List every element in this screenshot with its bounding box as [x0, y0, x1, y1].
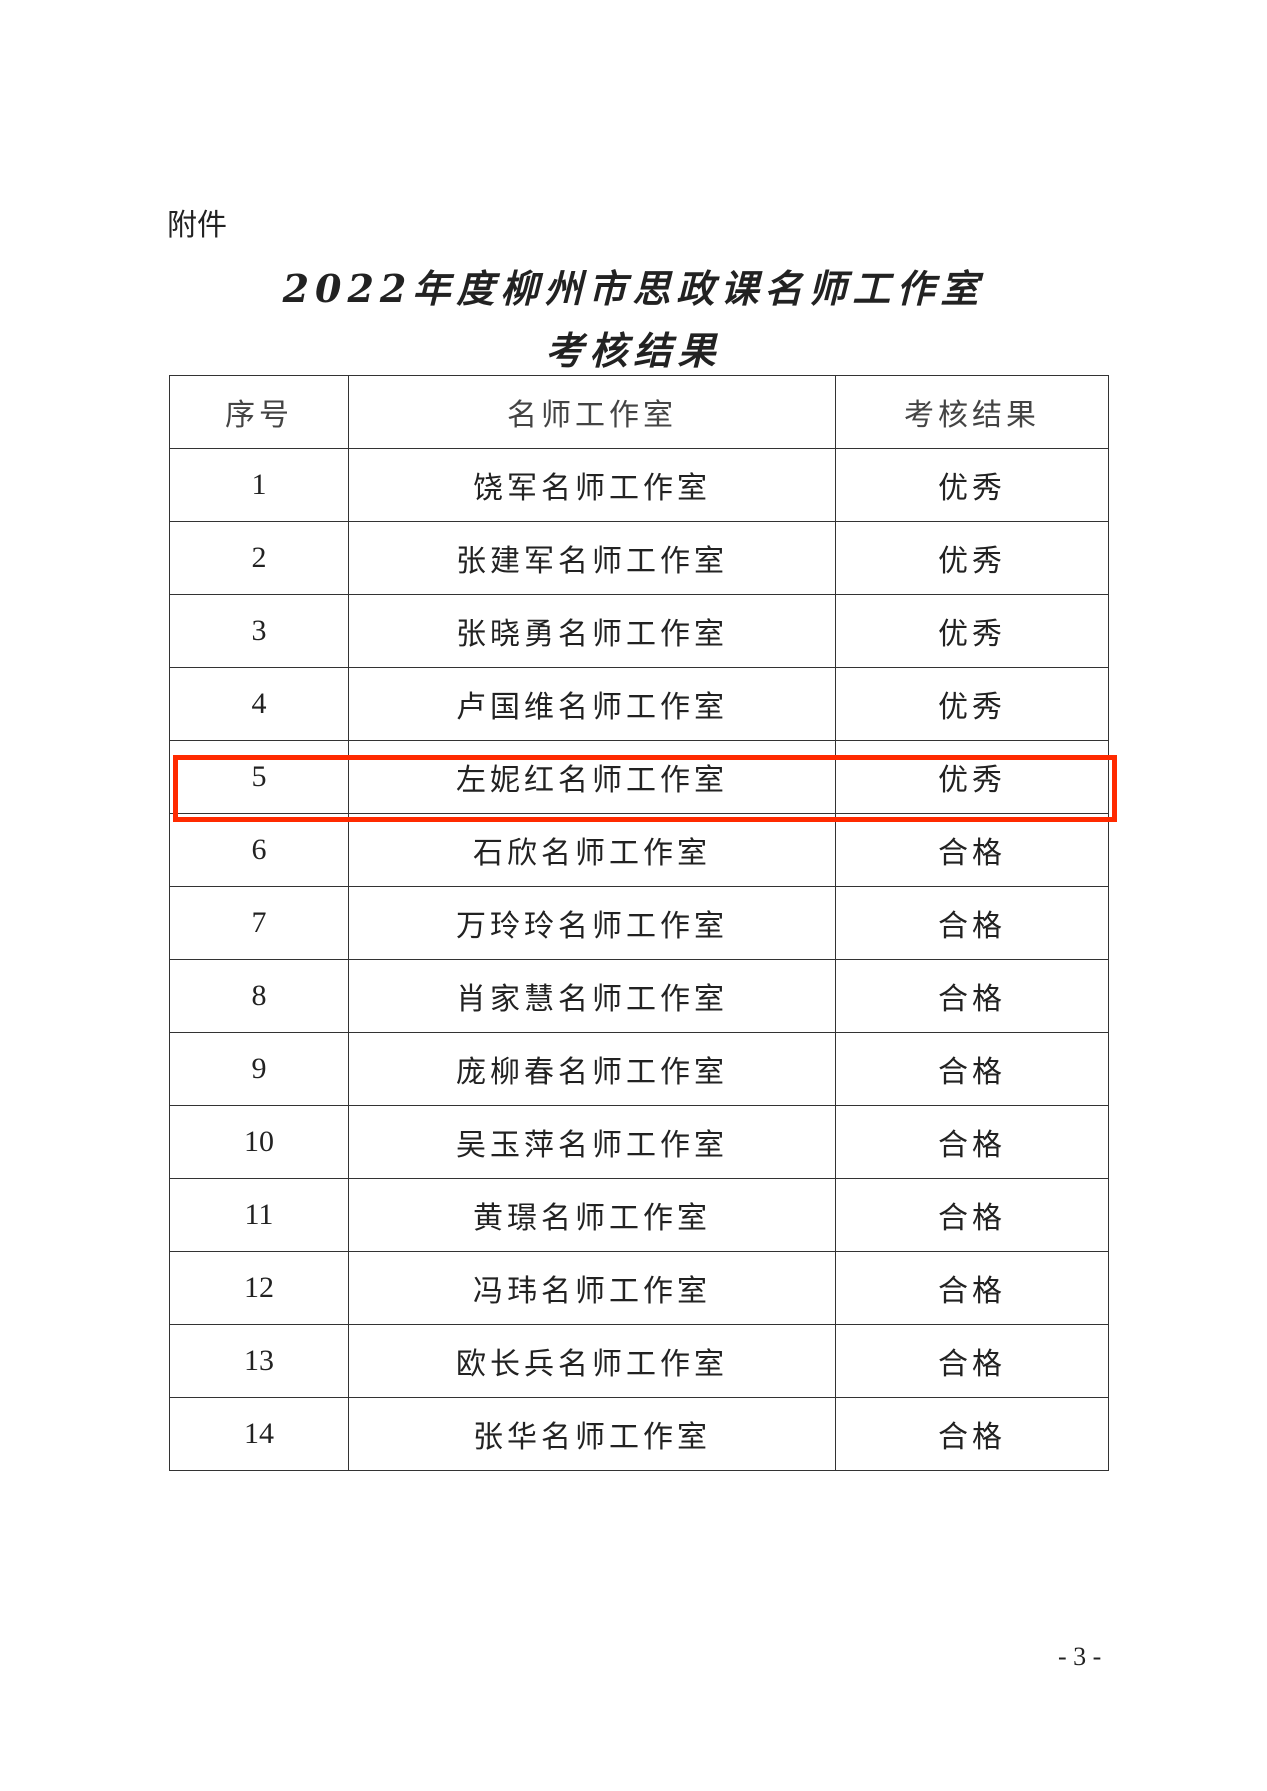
- header-result: 考核结果: [835, 375, 1109, 449]
- table-row: 3 张晓勇名师工作室 优秀: [169, 594, 1109, 668]
- cell-studio: 万玲玲名师工作室: [348, 886, 836, 960]
- table-row: 6 石欣名师工作室 合格: [169, 813, 1109, 887]
- table-row: 1 饶军名师工作室 优秀: [169, 448, 1109, 522]
- cell-studio: 吴玉萍名师工作室: [348, 1105, 836, 1179]
- cell-studio: 张华名师工作室: [348, 1397, 836, 1471]
- cell-studio: 欧长兵名师工作室: [348, 1324, 836, 1398]
- cell-studio: 饶军名师工作室: [348, 448, 836, 522]
- cell-index: 13: [169, 1324, 349, 1398]
- cell-index: 9: [169, 1032, 349, 1106]
- cell-result: 合格: [835, 959, 1109, 1033]
- cell-index: 5: [169, 740, 349, 814]
- cell-studio: 卢国维名师工作室: [348, 667, 836, 741]
- table-row: 14 张华名师工作室 合格: [169, 1397, 1109, 1471]
- cell-index: 12: [169, 1251, 349, 1325]
- cell-studio: 黄璟名师工作室: [348, 1178, 836, 1252]
- table-row: 13 欧长兵名师工作室 合格: [169, 1324, 1109, 1398]
- cell-index: 10: [169, 1105, 349, 1179]
- cell-result: 优秀: [835, 448, 1109, 522]
- table-row: 9 庞柳春名师工作室 合格: [169, 1032, 1109, 1106]
- document-subtitle: 考核结果: [545, 328, 722, 373]
- cell-studio: 张建军名师工作室: [348, 521, 836, 595]
- cell-index: 11: [169, 1178, 349, 1252]
- cell-studio: 张晓勇名师工作室: [348, 594, 836, 668]
- cell-studio: 左妮红名师工作室: [348, 740, 836, 814]
- cell-result: 合格: [835, 1032, 1109, 1106]
- header-studio: 名师工作室: [348, 375, 836, 449]
- cell-index: 7: [169, 886, 349, 960]
- header-index: 序号: [169, 375, 349, 449]
- results-table: 序号 名师工作室 考核结果 1 饶军名师工作室 优秀 2 张建军名师工作室 优秀 3 张晓勇名…: [169, 375, 1109, 1471]
- table-row: 4 卢国维名师工作室 优秀: [169, 667, 1109, 741]
- table-row: 5 左妮红名师工作室 优秀: [169, 740, 1109, 814]
- cell-studio: 石欣名师工作室: [348, 813, 836, 887]
- attachment-label: 附件: [167, 208, 227, 243]
- cell-index: 3: [169, 594, 349, 668]
- table-row: 10 吴玉萍名师工作室 合格: [169, 1105, 1109, 1179]
- cell-result: 合格: [835, 1251, 1109, 1325]
- table-row: 2 张建军名师工作室 优秀: [169, 521, 1109, 595]
- cell-result: 优秀: [835, 667, 1109, 741]
- table-row: 12 冯玮名师工作室 合格: [169, 1251, 1109, 1325]
- cell-studio: 庞柳春名师工作室: [348, 1032, 836, 1106]
- cell-index: 6: [169, 813, 349, 887]
- cell-result: 优秀: [835, 521, 1109, 595]
- cell-result: 合格: [835, 1397, 1109, 1471]
- table-row: 11 黄璟名师工作室 合格: [169, 1178, 1109, 1252]
- cell-result: 合格: [835, 1178, 1109, 1252]
- cell-result: 优秀: [835, 740, 1109, 814]
- cell-index: 14: [169, 1397, 349, 1471]
- highlight-box: [173, 755, 1117, 822]
- cell-index: 4: [169, 667, 349, 741]
- document-title: 2022年度柳州市思政课名师工作室: [282, 266, 985, 311]
- cell-result: 合格: [835, 813, 1109, 887]
- page-number: - 3 -: [1058, 1642, 1102, 1671]
- table-row: 7 万玲玲名师工作室 合格: [169, 886, 1109, 960]
- cell-index: 2: [169, 521, 349, 595]
- table-row: 8 肖家慧名师工作室 合格: [169, 959, 1109, 1033]
- cell-result: 合格: [835, 1324, 1109, 1398]
- cell-result: 合格: [835, 886, 1109, 960]
- cell-studio: 冯玮名师工作室: [348, 1251, 836, 1325]
- cell-index: 8: [169, 959, 349, 1033]
- cell-result: 合格: [835, 1105, 1109, 1179]
- cell-studio: 肖家慧名师工作室: [348, 959, 836, 1033]
- cell-result: 优秀: [835, 594, 1109, 668]
- cell-index: 1: [169, 448, 349, 522]
- table-header-row: 序号 名师工作室 考核结果: [169, 375, 1109, 449]
